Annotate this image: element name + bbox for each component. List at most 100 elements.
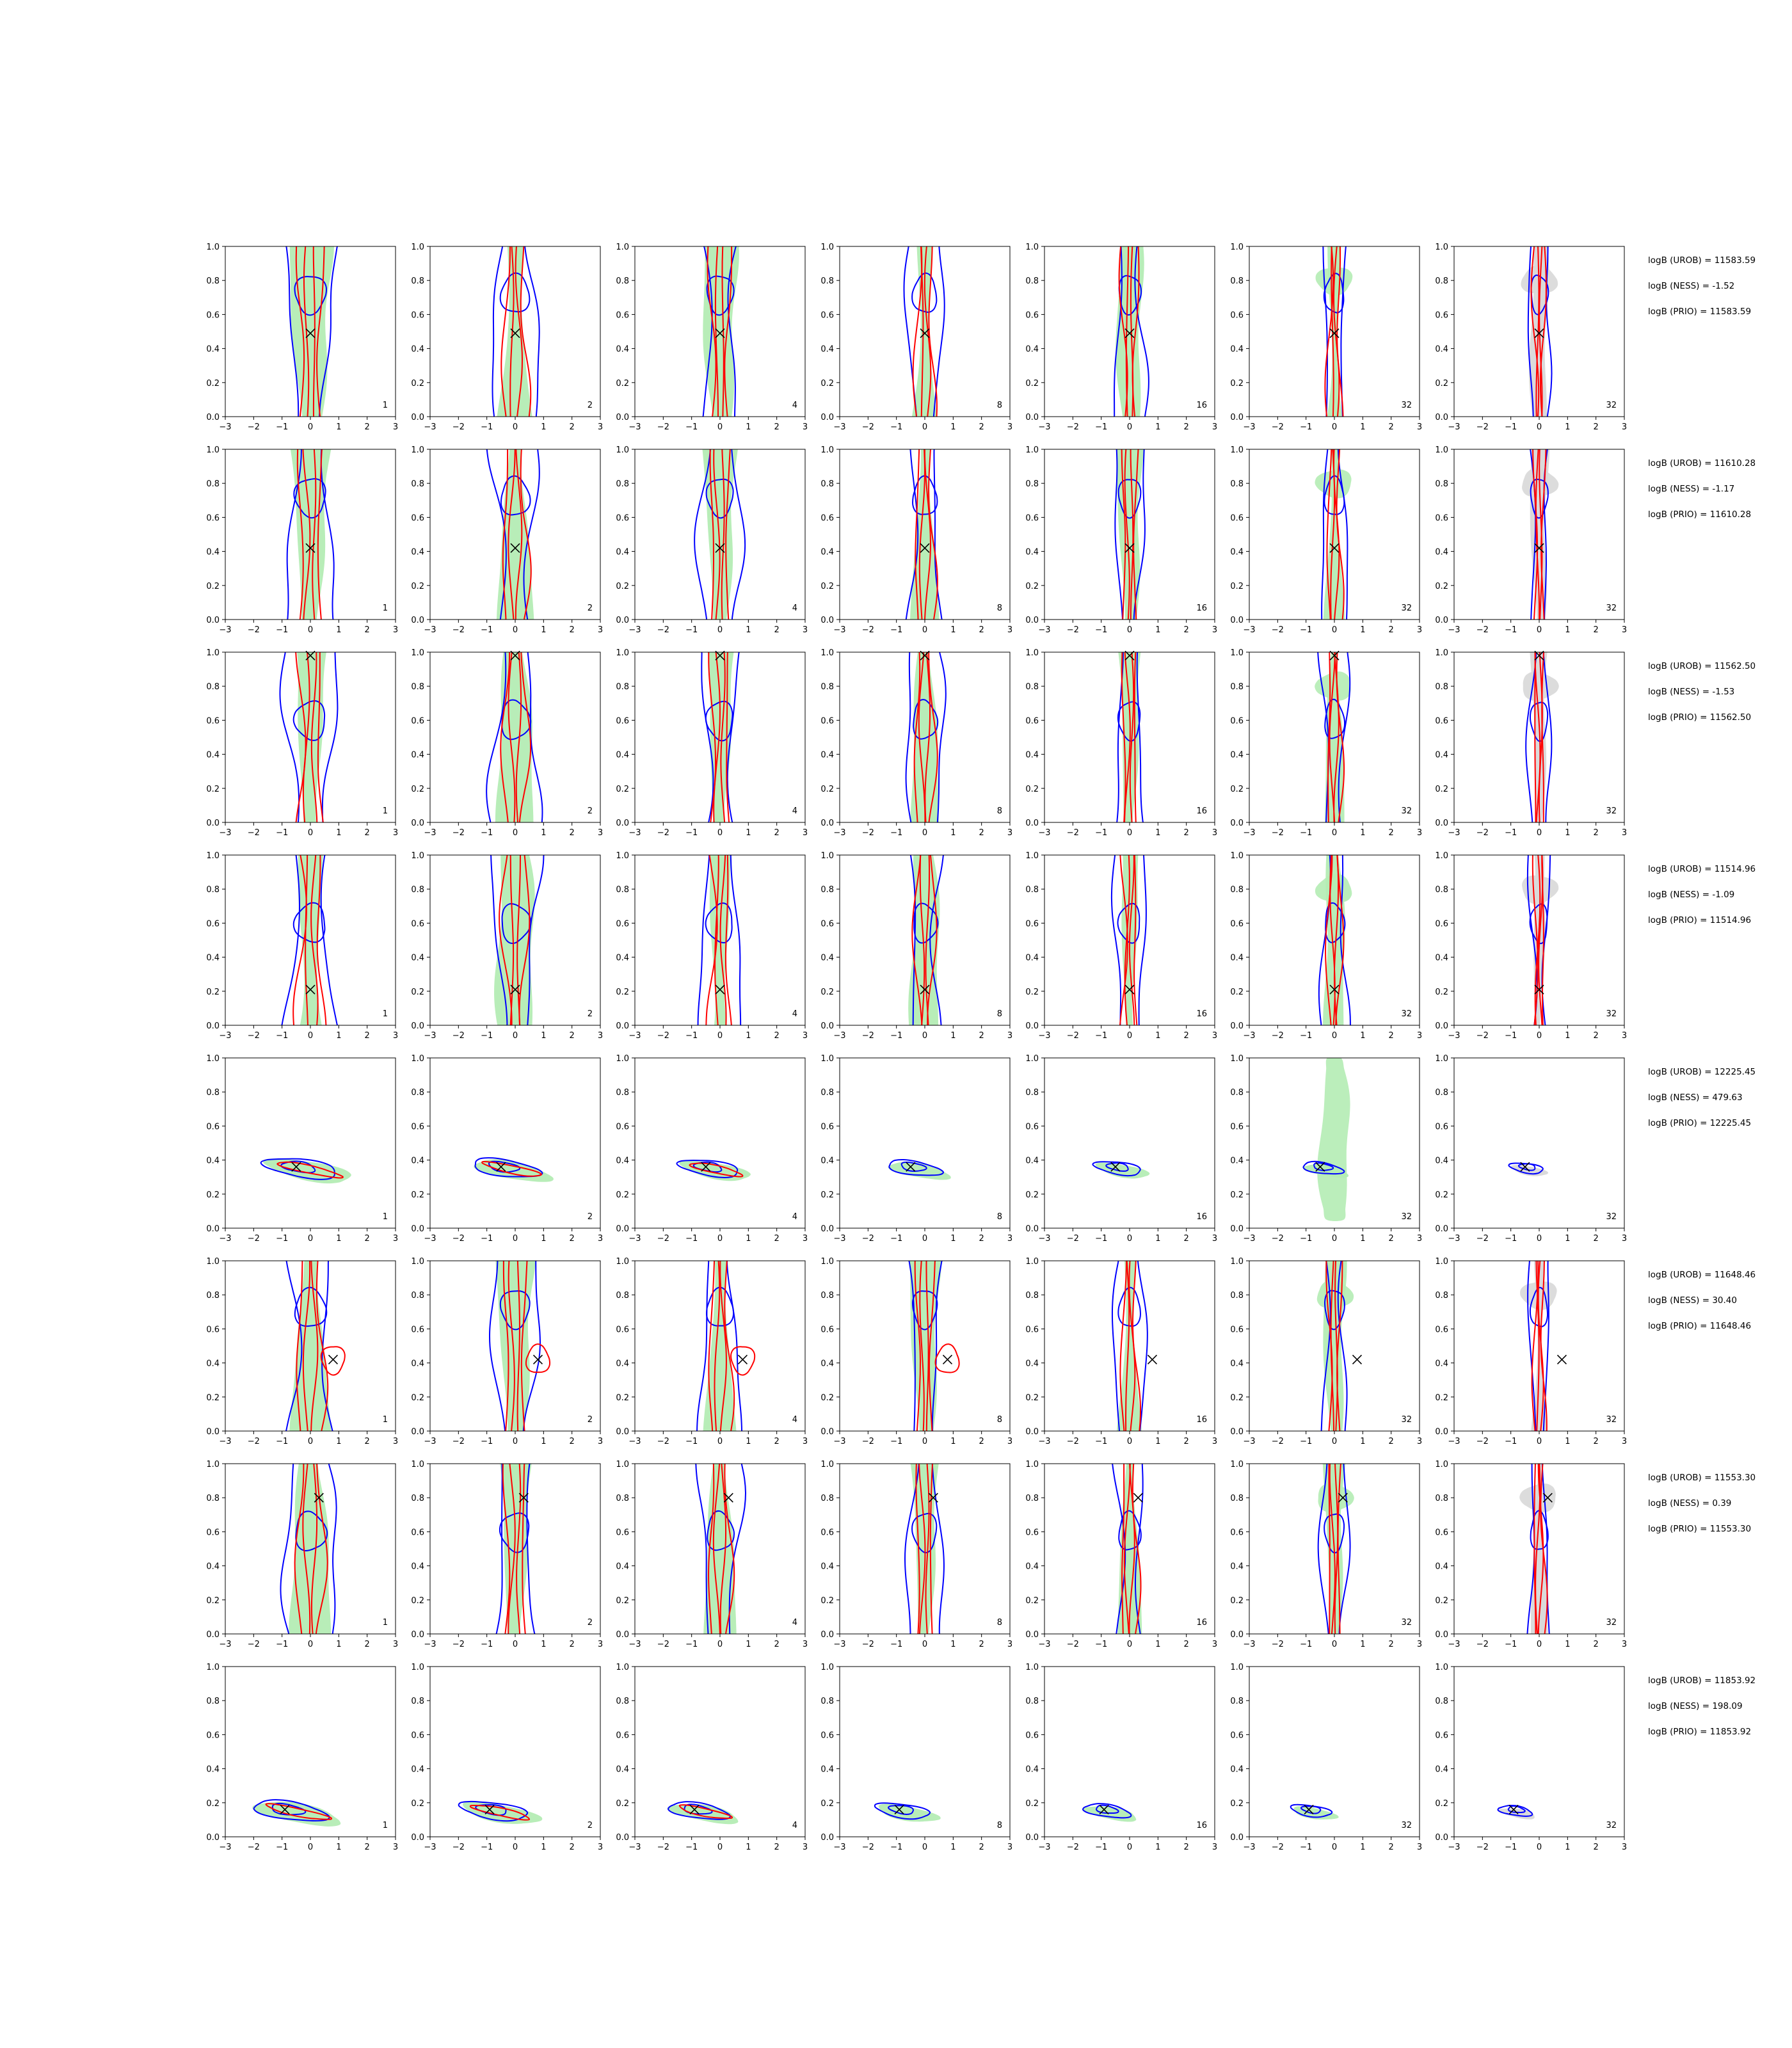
panel-count-label: 2 xyxy=(588,1821,593,1830)
y-tick-label: 1.0 xyxy=(616,445,629,455)
x-tick-label: −1 xyxy=(1505,1843,1517,1852)
x-tick-label: 3 xyxy=(598,1031,603,1041)
y-tick-label: 0.4 xyxy=(1435,548,1448,557)
x-tick-label: −2 xyxy=(1476,1843,1489,1852)
row-stat: logB (NESS) = -1.17 xyxy=(1648,484,1734,494)
x-tick-label: −1 xyxy=(685,828,698,838)
x-tick-label: 3 xyxy=(393,1031,398,1041)
x-tick-label: 0 xyxy=(308,1640,313,1649)
truth-marker xyxy=(920,984,930,995)
y-tick-label: 0.8 xyxy=(411,1697,424,1706)
red-contour-outer xyxy=(705,855,733,1025)
y-tick-label: 1.0 xyxy=(820,648,834,658)
blue-contour-outer xyxy=(286,449,335,620)
x-tick-label: 1 xyxy=(746,1234,751,1244)
x-tick-label: −1 xyxy=(685,625,698,635)
plot-area xyxy=(1082,1803,1137,1822)
x-tick-label: −2 xyxy=(248,422,260,432)
red-contour xyxy=(469,1804,531,1821)
blue-contour-inner xyxy=(1117,1286,1141,1327)
blue-contour-outer xyxy=(492,246,540,417)
blue-contour-outer xyxy=(905,449,943,620)
y-tick-label: 0.6 xyxy=(1025,716,1039,726)
blue-contour-outer xyxy=(1111,1261,1148,1431)
y-tick-label: 0.2 xyxy=(1230,582,1244,591)
panel-count-label: 4 xyxy=(792,1618,797,1628)
panel-count-label: 16 xyxy=(1196,1415,1207,1425)
x-tick-label: −1 xyxy=(1300,1843,1312,1852)
y-tick-label: 0.4 xyxy=(820,1359,834,1369)
x-tick-label: 2 xyxy=(365,1031,370,1041)
y-tick-label: 0.2 xyxy=(411,988,424,997)
truth-marker xyxy=(1099,1804,1109,1815)
x-tick-label: 3 xyxy=(803,422,808,432)
panels-layer: −3 −2 −1 0 1 2 3 0.0 0.2 0.4 0.6 0.8 1.0 1 −3 −2 −1 0 1 2 3 0… xyxy=(206,243,1627,1852)
y-tick-label: 0.0 xyxy=(1435,1021,1448,1031)
y-tick-label: 1.0 xyxy=(616,851,629,861)
x-tick-label: −2 xyxy=(452,1031,465,1041)
y-tick-label: 0.8 xyxy=(616,682,629,692)
red-contour-inner xyxy=(305,855,319,1025)
x-tick-label: −3 xyxy=(1038,828,1050,838)
y-tick-label: 0.2 xyxy=(820,988,834,997)
panel-count-label: 32 xyxy=(1606,1618,1617,1628)
x-tick-label: −3 xyxy=(833,625,845,635)
x-tick-label: 2 xyxy=(365,1843,370,1852)
x-tick-label: 1 xyxy=(746,422,751,432)
blue-contour-inner xyxy=(1095,1804,1119,1814)
red-contour-outer xyxy=(1119,855,1138,1025)
y-tick-label: 1.0 xyxy=(1025,1054,1039,1064)
y-tick-label: 0.0 xyxy=(1025,1224,1039,1234)
blue-contour-outer xyxy=(1302,1160,1345,1175)
y-tick-label: 0.4 xyxy=(206,751,220,760)
red-contour-inner xyxy=(1124,1261,1136,1431)
x-tick-label: 0 xyxy=(922,828,927,838)
x-tick-label: −2 xyxy=(248,1640,260,1649)
x-tick-label: −3 xyxy=(1038,422,1050,432)
red-contour-inner xyxy=(1329,1464,1339,1634)
red-contour-outer xyxy=(1530,246,1547,417)
y-tick-label: 0.0 xyxy=(411,1427,424,1437)
x-tick-label: 0 xyxy=(922,1640,927,1649)
x-tick-label: −1 xyxy=(890,1640,902,1649)
y-tick-label: 0.6 xyxy=(616,1122,629,1132)
x-tick-label: 2 xyxy=(1184,1437,1189,1446)
density-fill-blob xyxy=(1519,1483,1556,1513)
y-tick-label: 0.0 xyxy=(820,1833,834,1843)
panel-count-label: 8 xyxy=(997,401,1002,410)
y-tick-label: 0.6 xyxy=(206,1325,220,1334)
panel-r3-c3: −3 −2 −1 0 1 2 3 0.0 0.2 0.4 0.6 0.8 1.0 4 xyxy=(616,648,808,838)
x-tick-label: −1 xyxy=(1505,1234,1517,1244)
y-tick-label: 0.0 xyxy=(616,413,629,422)
red-contour-inner xyxy=(1535,449,1543,620)
x-tick-label: −1 xyxy=(1505,1640,1517,1649)
panel-r5-c6: −3 −2 −1 0 1 2 3 0.0 0.2 0.4 0.6 0.8 1.0 32 xyxy=(1230,1054,1422,1244)
blue-contour-inner xyxy=(271,1802,307,1816)
x-tick-label: 3 xyxy=(598,422,603,432)
x-tick-label: 3 xyxy=(393,1437,398,1446)
y-tick-label: 0.4 xyxy=(1025,1765,1039,1775)
blue-contour-outer xyxy=(490,855,545,1025)
y-tick-label: 0.0 xyxy=(616,616,629,625)
x-tick-label: 3 xyxy=(1622,1234,1627,1244)
x-tick-label: −2 xyxy=(1476,1437,1489,1446)
y-tick-label: 0.8 xyxy=(206,1697,220,1706)
panel-count-label: 4 xyxy=(792,604,797,613)
panel-count-label: 32 xyxy=(1606,604,1617,613)
y-tick-label: 0.8 xyxy=(1230,1494,1244,1503)
plot-area xyxy=(696,1261,756,1431)
x-tick-label: −1 xyxy=(1505,422,1517,432)
y-tick-label: 0.6 xyxy=(411,513,424,523)
y-tick-label: 0.4 xyxy=(1230,1359,1244,1369)
x-tick-label: −1 xyxy=(1095,422,1107,432)
y-tick-label: 0.2 xyxy=(1435,1596,1448,1606)
truth-marker xyxy=(1124,328,1135,339)
red-contour-outer xyxy=(1118,246,1140,417)
x-tick-label: −3 xyxy=(833,1031,845,1041)
y-tick-label: 0.0 xyxy=(1435,1833,1448,1843)
x-tick-label: −2 xyxy=(657,1843,669,1852)
blue-contour-inner xyxy=(488,1160,521,1173)
y-tick-label: 0.4 xyxy=(411,548,424,557)
x-tick-label: 1 xyxy=(950,1843,956,1852)
blue-contour-outer xyxy=(1317,652,1351,822)
